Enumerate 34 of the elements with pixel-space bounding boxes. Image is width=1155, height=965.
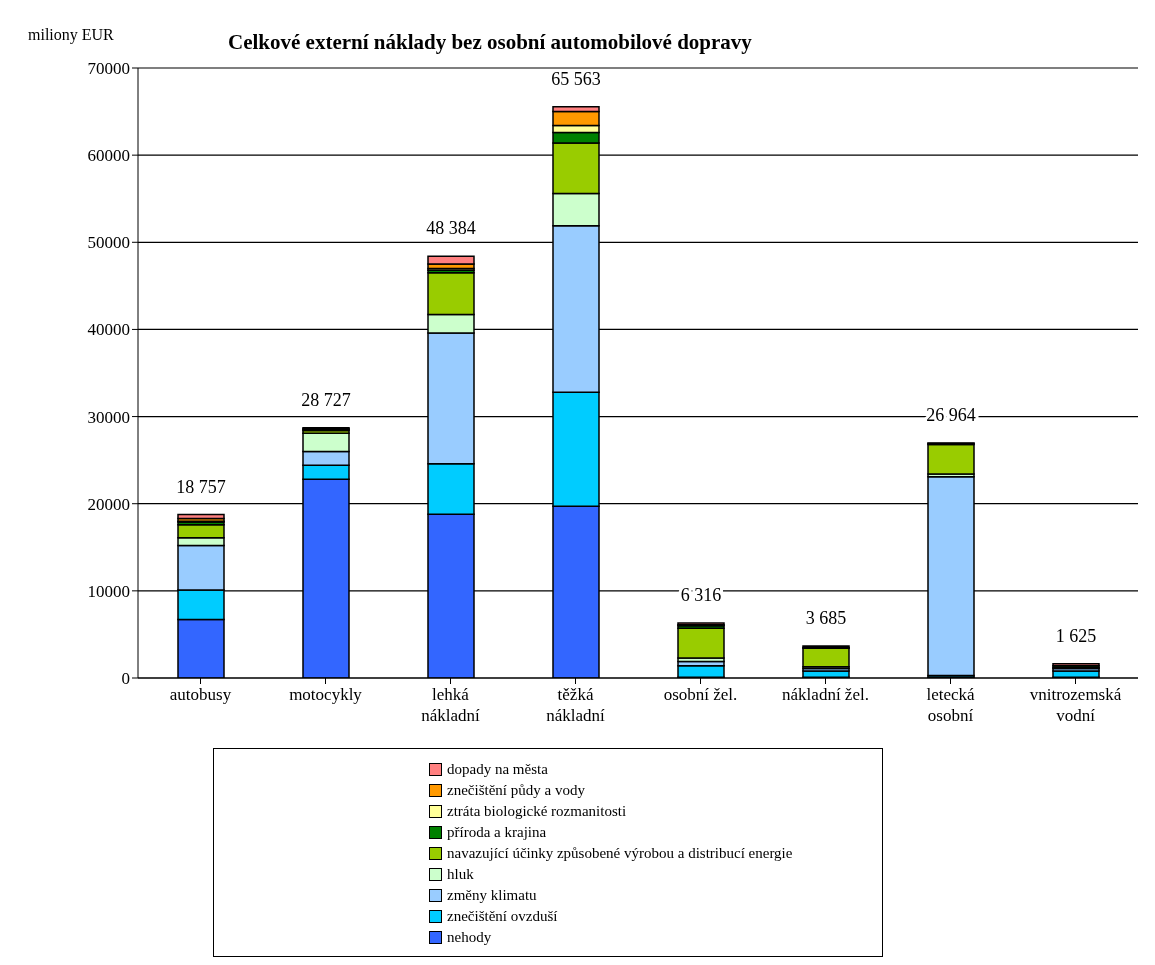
y-tick-label: 70000 xyxy=(87,59,130,79)
legend-label: hluk xyxy=(447,866,474,883)
x-tick-label: letecká osobní xyxy=(926,685,976,725)
x-tick-label: těžká nákladní xyxy=(546,685,606,725)
y-tick-label: 0 xyxy=(121,669,130,689)
y-tick-label: 60000 xyxy=(87,146,130,166)
y-axis-title: miliony EUR xyxy=(28,26,114,44)
x-tick-label: autobusy xyxy=(169,685,232,704)
legend-label: znečištění ovzduší xyxy=(447,908,558,925)
legend-label: navazující účinky způsobené výrobou a distribucí energie xyxy=(447,845,793,862)
total-label: 18 757 xyxy=(176,476,226,497)
total-label: 65 563 xyxy=(551,68,601,89)
y-tick-label: 50000 xyxy=(87,233,130,253)
y-tick-label: 10000 xyxy=(87,581,130,601)
x-tick-label: lehká nákladní xyxy=(421,685,481,725)
chart-title: Celkové externí náklady bez osobní automobilové dopravy xyxy=(228,30,752,55)
x-tick-label: motocykly xyxy=(289,685,363,704)
total-label: 3 685 xyxy=(805,607,847,628)
y-tick-label: 40000 xyxy=(87,320,130,340)
total-label: 6 316 xyxy=(680,584,722,605)
y-tick-label: 30000 xyxy=(87,407,130,427)
legend-label: změny klimatu xyxy=(447,887,537,904)
y-tick-label: 20000 xyxy=(87,494,130,514)
x-tick-label: osobní žel. xyxy=(663,685,738,704)
total-label: 28 727 xyxy=(301,389,351,410)
x-tick-label: nákladní žel. xyxy=(782,685,869,704)
legend-label: dopady na města xyxy=(447,761,548,778)
legend-label: ztráta biologické rozmanitosti xyxy=(447,803,627,820)
total-label: 1 625 xyxy=(1055,625,1097,646)
legend-label: znečištění půdy a vody xyxy=(447,782,585,799)
total-label: 48 384 xyxy=(426,218,476,239)
legend-label: příroda a krajina xyxy=(447,824,547,841)
x-tick-label: vnitrozemská vodní xyxy=(1029,685,1122,725)
legend-label: nehody xyxy=(447,929,492,946)
